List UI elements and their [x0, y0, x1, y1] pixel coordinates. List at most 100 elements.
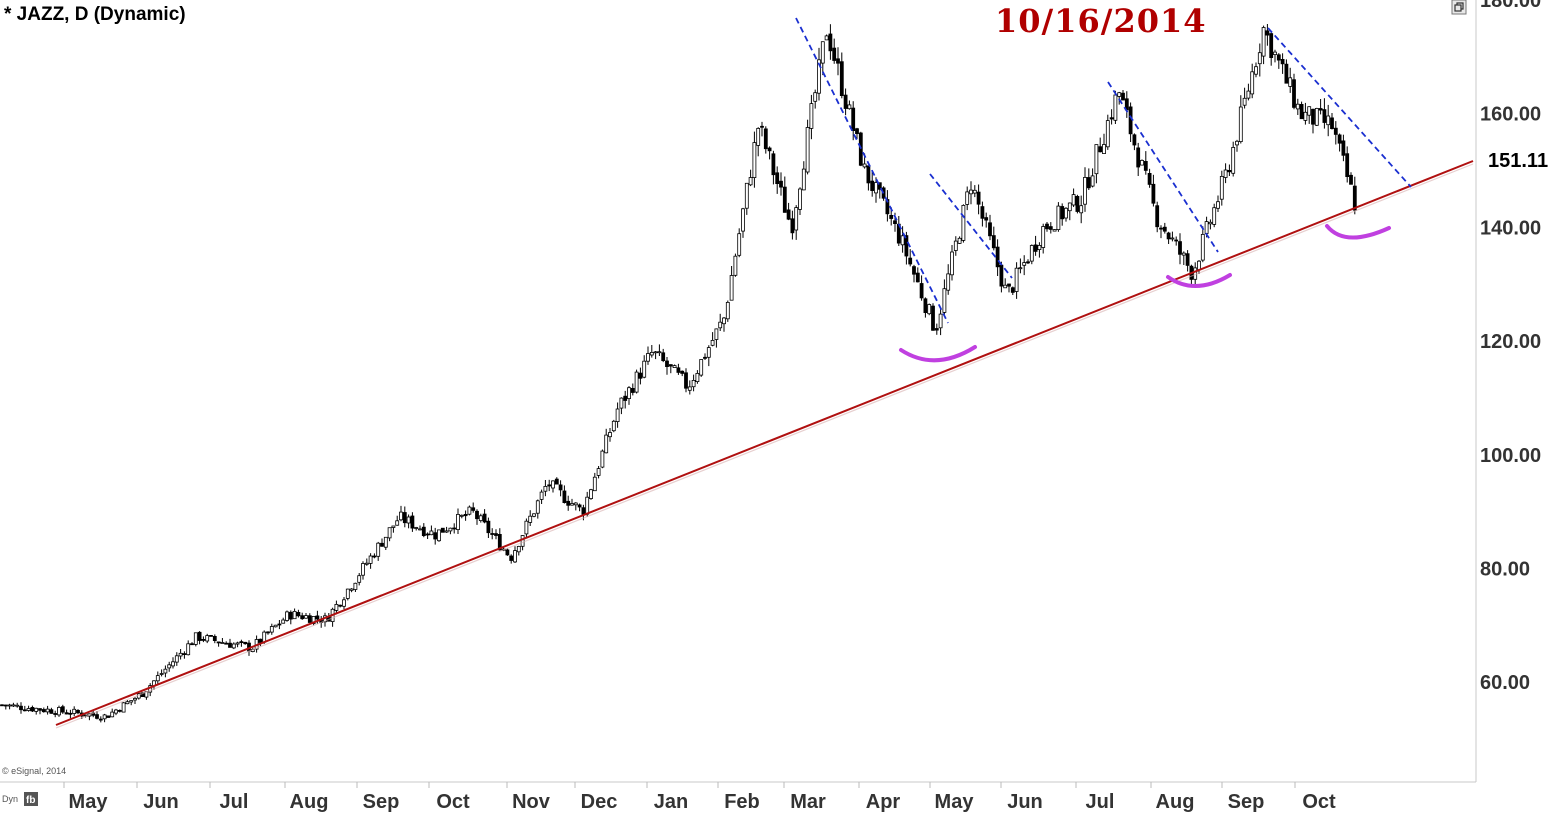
candle [406, 514, 411, 529]
candle [984, 212, 989, 228]
candle [573, 502, 578, 511]
candle [562, 485, 567, 504]
candle [767, 146, 772, 160]
candle [1052, 229, 1057, 232]
candle [273, 624, 278, 628]
candle [459, 514, 464, 519]
candle [1014, 262, 1019, 299]
candle [1022, 255, 1027, 276]
candle [1318, 99, 1323, 115]
candle [1102, 133, 1106, 155]
candle [691, 374, 696, 392]
candle [448, 527, 453, 535]
candle [133, 697, 137, 704]
y-tick-label: 120.00 [1480, 331, 1541, 353]
chart-settings-icon[interactable]: fb [24, 792, 38, 806]
candle [646, 346, 650, 365]
candle [1094, 144, 1099, 184]
candle [763, 126, 768, 154]
window-restore-icon[interactable] [1451, 0, 1467, 15]
candle [1041, 223, 1046, 254]
candle [53, 710, 58, 718]
candle [1010, 286, 1015, 295]
candle [665, 357, 669, 375]
candle [1105, 114, 1110, 150]
candle [638, 367, 643, 385]
candle [353, 582, 358, 592]
candle [1231, 141, 1236, 177]
candle [72, 706, 77, 717]
candle [615, 402, 620, 428]
x-axis: May Jun Jul Aug Sep Oct Nov Dec Jan Feb Mar Apr May J… [63, 782, 1336, 813]
candle [1029, 244, 1034, 265]
candle [1166, 231, 1171, 244]
candle [342, 597, 346, 610]
bounce-mark [899, 345, 977, 363]
x-tick-label: Oct [436, 791, 470, 813]
candle [1098, 137, 1103, 153]
candle [551, 480, 555, 493]
candle [558, 480, 563, 497]
candle [813, 89, 818, 109]
candle [380, 538, 384, 547]
candle [547, 479, 552, 492]
candle [364, 558, 369, 566]
candle [1254, 62, 1258, 78]
candle [125, 700, 130, 705]
candle [433, 527, 438, 545]
candle [209, 635, 213, 637]
candle [288, 610, 293, 625]
candle [923, 297, 928, 318]
candle [1200, 226, 1205, 263]
candle [197, 631, 202, 645]
candle [243, 641, 248, 645]
candle [744, 182, 749, 215]
candle [338, 604, 343, 608]
candle [912, 264, 916, 283]
candle [828, 24, 833, 60]
candle [349, 588, 354, 593]
candle [1143, 151, 1148, 175]
y-axis: 60.00 80.00 100.00 120.00 140.00 160.00 180.00 [1480, 0, 1541, 694]
candle [266, 631, 270, 635]
candle [224, 641, 229, 645]
candle [190, 642, 194, 646]
candle [174, 652, 179, 666]
x-tick-label: Aug [1156, 791, 1195, 813]
candle [1326, 104, 1331, 137]
candle [269, 623, 274, 635]
candle [456, 508, 460, 534]
candle [7, 703, 12, 710]
y-tick-label: 60.00 [1480, 672, 1530, 694]
candle [539, 489, 544, 504]
candle [965, 186, 970, 211]
candle [193, 632, 198, 647]
candle [11, 702, 16, 707]
bounce-mark [1325, 224, 1391, 240]
candle [1212, 203, 1217, 228]
candle [915, 267, 920, 283]
candle [186, 640, 191, 656]
candle [1242, 87, 1247, 109]
candle [345, 588, 350, 601]
candle [68, 709, 73, 719]
candle [672, 364, 677, 369]
candle [60, 704, 65, 714]
candle [1151, 174, 1156, 207]
candle [361, 561, 365, 580]
candle [817, 47, 821, 101]
candle [589, 488, 593, 500]
candle [847, 100, 852, 110]
candle [182, 651, 187, 659]
candle [729, 266, 734, 301]
candle [623, 390, 628, 409]
candle [376, 541, 381, 561]
candle [1185, 250, 1190, 272]
candle [535, 499, 540, 519]
candle [790, 210, 795, 240]
candle [368, 553, 373, 569]
candle [22, 705, 27, 712]
candle [475, 509, 479, 525]
candle [1090, 168, 1095, 188]
candle [216, 641, 221, 647]
